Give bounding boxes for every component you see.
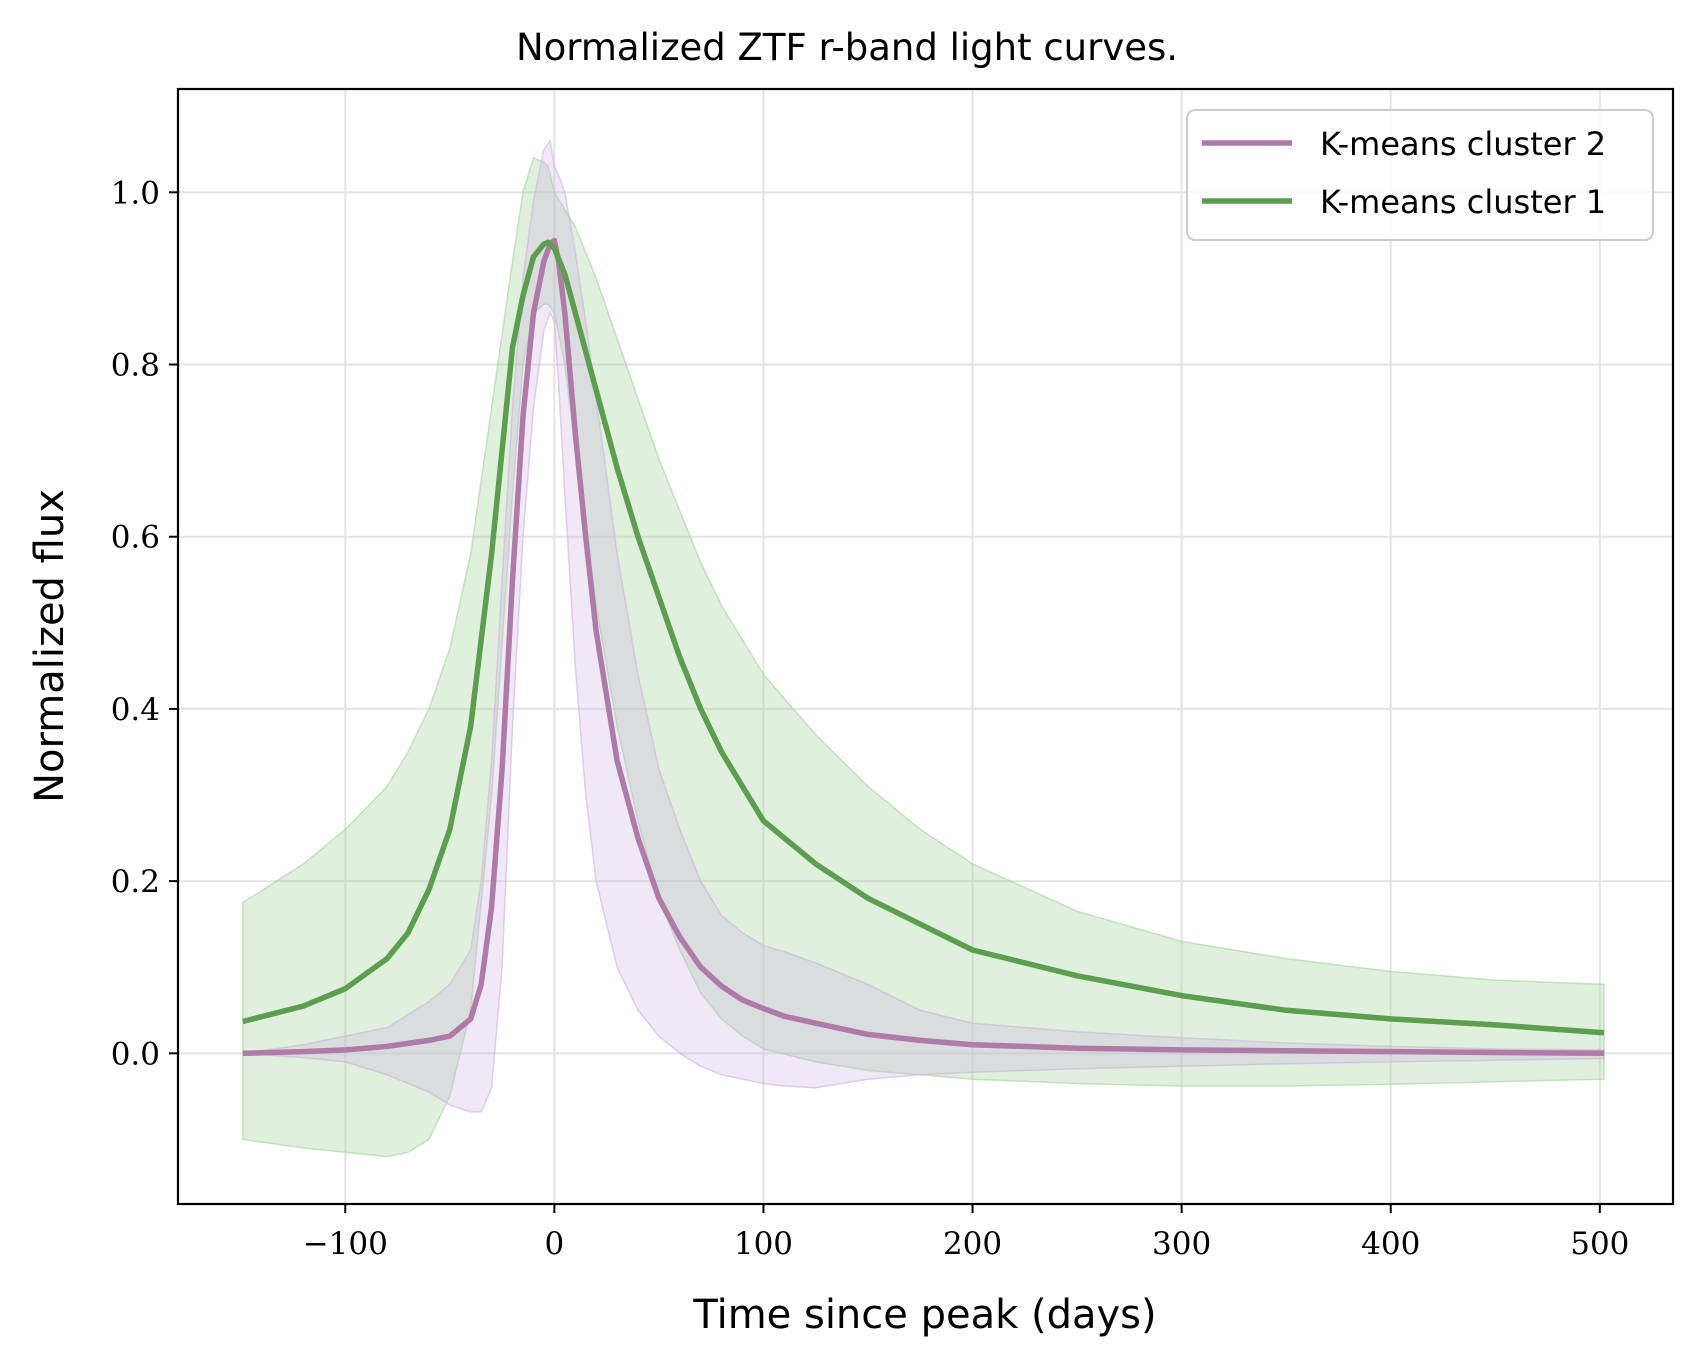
x-tick-label: 500 — [1570, 1226, 1629, 1262]
legend-label-cluster-2: K-means cluster 2 — [1320, 125, 1606, 163]
y-axis-label: Normalized flux — [27, 489, 73, 803]
x-tick-label: 400 — [1361, 1226, 1420, 1262]
x-axis-label: Time since peak (days) — [692, 1292, 1156, 1338]
y-axis-ticks: 0.0 0.2 0.4 0.6 0.8 1.0 — [111, 175, 178, 1072]
x-tick-label: 200 — [943, 1226, 1002, 1262]
line-cluster-1 — [242, 239, 1605, 1036]
chart-title: Normalized ZTF r-band light curves. — [516, 26, 1178, 69]
y-tick-label: 0.2 — [111, 864, 160, 900]
plot-frame — [176, 87, 1675, 1206]
y-tick-label: 0.0 — [111, 1036, 160, 1072]
x-tick-label: −100 — [303, 1226, 388, 1262]
y-tick-label: 0.8 — [111, 348, 160, 384]
x-tick-label: 100 — [734, 1226, 793, 1262]
legend-box — [1186, 109, 1654, 241]
y-tick-label: 1.0 — [111, 175, 160, 211]
legend: K-means cluster 2 K-means cluster 1 — [1186, 109, 1654, 241]
confidence-bands — [242, 138, 1605, 1158]
band-cluster-2 — [242, 138, 1605, 1113]
x-axis-ticks: −100 0 100 200 300 400 500 — [303, 1204, 1629, 1262]
x-tick-label: 0 — [544, 1226, 564, 1262]
x-tick-label: 300 — [1152, 1226, 1211, 1262]
series-lines — [242, 237, 1605, 1057]
legend-label-cluster-1: K-means cluster 1 — [1320, 183, 1606, 221]
y-tick-label: 0.6 — [111, 520, 160, 556]
line-cluster-2 — [242, 237, 1605, 1057]
y-tick-label: 0.4 — [111, 692, 160, 728]
